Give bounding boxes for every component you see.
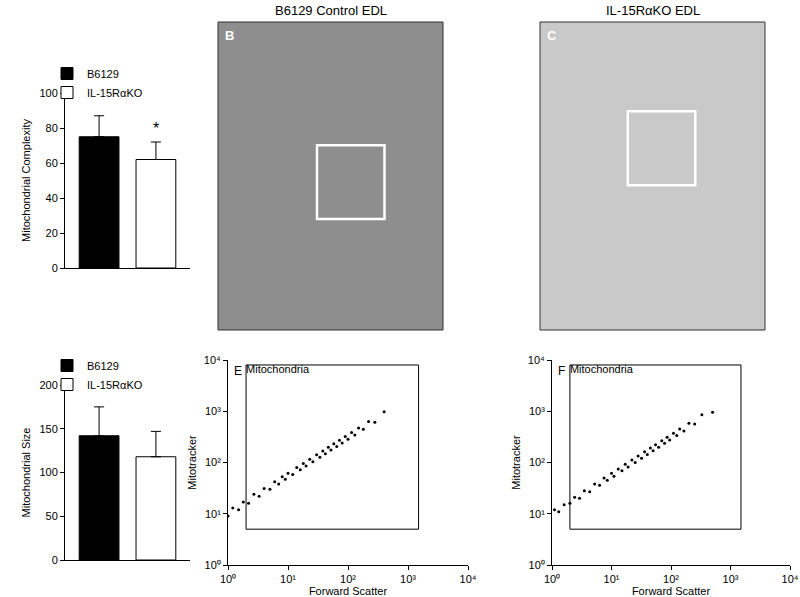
svg-text:10⁰: 10⁰	[205, 559, 221, 571]
svg-text:10⁴: 10⁴	[204, 354, 221, 366]
svg-text:C: C	[547, 28, 557, 43]
svg-text:IL-15RαKO: IL-15RαKO	[87, 379, 143, 391]
svg-text:10⁴: 10⁴	[460, 573, 477, 585]
svg-text:B6129: B6129	[87, 68, 119, 80]
svg-text:Mitochondria: Mitochondria	[570, 363, 634, 375]
svg-text:10²: 10²	[663, 573, 679, 585]
svg-text:IL-15RαKO EDL: IL-15RαKO EDL	[606, 3, 700, 18]
svg-text:10¹: 10¹	[604, 573, 620, 585]
svg-text:10²: 10²	[205, 456, 221, 468]
svg-text:10²: 10²	[340, 573, 356, 585]
svg-text:0: 0	[52, 262, 58, 274]
svg-text:50: 50	[46, 510, 58, 522]
svg-text:100: 100	[39, 466, 57, 478]
svg-text:B6129: B6129	[87, 360, 119, 372]
svg-text:10³: 10³	[400, 573, 416, 585]
svg-text:0: 0	[52, 554, 58, 566]
svg-text:Mitotracker: Mitotracker	[510, 435, 522, 490]
svg-text:10⁰: 10⁰	[220, 573, 236, 585]
svg-text:150: 150	[39, 423, 57, 435]
svg-text:Mitochondria: Mitochondria	[246, 363, 310, 375]
svg-text:Forward Scatter: Forward Scatter	[632, 585, 711, 597]
svg-text:10⁰: 10⁰	[544, 573, 560, 585]
svg-text:40: 40	[46, 192, 58, 204]
svg-text:Mitochondrial Complexity: Mitochondrial Complexity	[20, 119, 32, 242]
svg-text:10¹: 10¹	[205, 508, 221, 520]
svg-text:*: *	[153, 120, 159, 137]
svg-text:10²: 10²	[529, 456, 545, 468]
svg-text:80: 80	[46, 122, 58, 134]
svg-text:10³: 10³	[723, 573, 739, 585]
svg-text:100: 100	[39, 87, 57, 99]
svg-text:Mitotracker: Mitotracker	[186, 435, 198, 490]
svg-text:IL-15RαKO: IL-15RαKO	[87, 87, 143, 99]
svg-text:B: B	[225, 28, 234, 43]
svg-text:10⁴: 10⁴	[528, 354, 545, 366]
svg-text:F: F	[558, 364, 565, 378]
svg-text:10⁴: 10⁴	[782, 573, 799, 585]
svg-text:Forward Scatter: Forward Scatter	[309, 585, 388, 597]
svg-text:E: E	[234, 364, 242, 378]
svg-text:10³: 10³	[529, 405, 545, 417]
svg-text:10³: 10³	[205, 405, 221, 417]
svg-text:10¹: 10¹	[529, 508, 545, 520]
svg-text:10¹: 10¹	[280, 573, 296, 585]
svg-text:Mitochondrial Size: Mitochondrial Size	[20, 428, 32, 518]
svg-text:10⁰: 10⁰	[529, 559, 545, 571]
svg-text:20: 20	[46, 227, 58, 239]
svg-text:B6129 Control EDL: B6129 Control EDL	[275, 3, 387, 18]
svg-text:60: 60	[46, 157, 58, 169]
svg-text:200: 200	[39, 379, 57, 391]
